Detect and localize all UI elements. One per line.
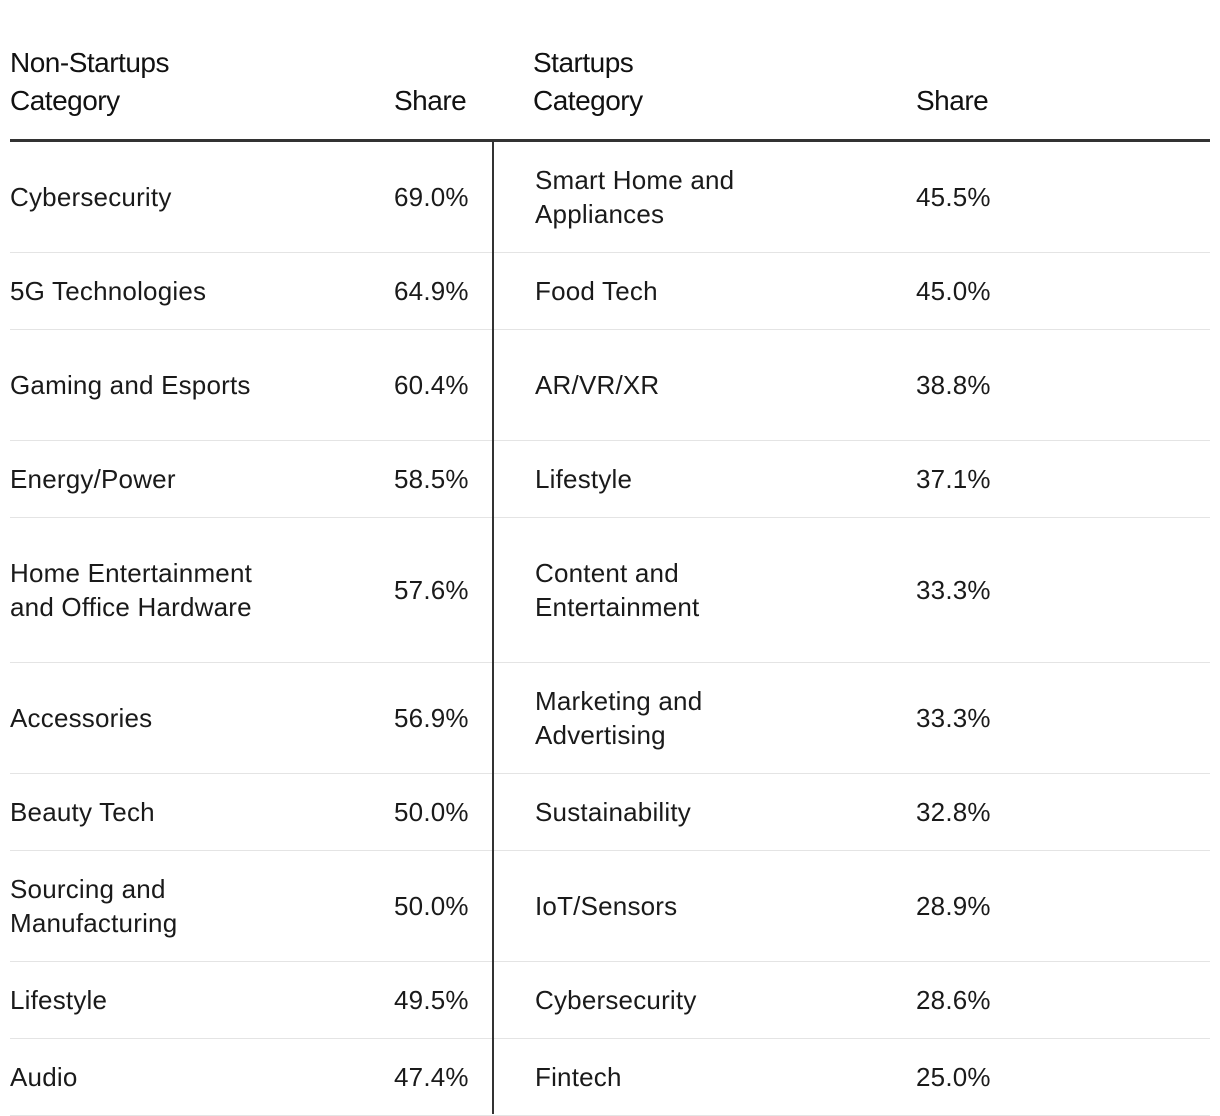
non-startups-category-cell: Gaming and Esports [10, 370, 251, 400]
table-row: Beauty Tech 50.0% Sustainability 32.8% [10, 774, 1210, 851]
column-divider [492, 142, 494, 1114]
startups-category-cell: Food Tech [535, 276, 658, 306]
non-startups-category-cell: Energy/Power [10, 464, 176, 494]
header-startups-share: Share [916, 85, 989, 116]
startups-category-cell: AR/VR/XR [535, 370, 660, 400]
non-startups-category-cell: Accessories [10, 703, 153, 733]
startups-category-cell: Cybersecurity [535, 985, 697, 1015]
non-startups-share-cell: 49.5% [394, 985, 469, 1015]
non-startups-share-cell: 64.9% [394, 276, 469, 306]
startups-share-cell: 45.5% [916, 182, 991, 212]
startups-category-cell: Fintech [535, 1062, 622, 1092]
non-startups-category-cell: Sourcing and Manufacturing [10, 874, 178, 938]
non-startups-category-cell: Beauty Tech [10, 797, 155, 827]
table-header: Non-Startups Category Share Startups Cat… [10, 0, 1210, 142]
non-startups-category-cell: Home Entertainment and Office Hardware [10, 558, 253, 622]
startups-category-cell: Smart Home and Appliances [535, 165, 735, 229]
non-startups-category-cell: Lifestyle [10, 985, 108, 1015]
startups-share-cell: 33.3% [916, 575, 991, 605]
table-row: Gaming and Esports 60.4% AR/VR/XR 38.8% [10, 330, 1210, 441]
startups-share-cell: 28.9% [916, 891, 991, 921]
non-startups-share-cell: 56.9% [394, 703, 469, 733]
startups-share-cell: 25.0% [916, 1062, 991, 1092]
startups-share-cell: 32.8% [916, 797, 991, 827]
header-non-startups-share: Share [394, 85, 467, 116]
table-row: Cybersecurity 69.0% Smart Home and Applian… [10, 142, 1210, 253]
non-startups-category-cell: Audio [10, 1062, 78, 1092]
category-share-table: Non-Startups Category Share Startups Cat… [10, 0, 1210, 1116]
table-row: 5G Technologies 64.9% Food Tech 45.0% [10, 253, 1210, 330]
non-startups-share-cell: 57.6% [394, 575, 469, 605]
header-category-label: Category [10, 85, 120, 116]
non-startups-category-cell: Cybersecurity [10, 182, 172, 212]
non-startups-share-cell: 50.0% [394, 891, 469, 921]
table-row: Sourcing and Manufacturing 50.0% IoT/Senso… [10, 851, 1210, 962]
header-startups-label: Startups [533, 47, 634, 78]
table-row: Accessories 56.9% Marketing and Advertisin… [10, 663, 1210, 774]
non-startups-share-cell: 60.4% [394, 370, 469, 400]
startups-category-cell: Sustainability [535, 797, 691, 827]
non-startups-category-cell: 5G Technologies [10, 276, 207, 306]
startups-share-cell: 28.6% [916, 985, 991, 1015]
header-startups-category: Startups Category [533, 44, 643, 120]
non-startups-share-cell: 58.5% [394, 464, 469, 494]
startups-share-cell: 37.1% [916, 464, 991, 494]
table-row: Home Entertainment and Office Hardware 57… [10, 518, 1210, 663]
header-category-label: Category [533, 85, 643, 116]
header-non-startups-label: Non-Startups [10, 47, 169, 78]
startups-category-cell: Lifestyle [535, 464, 633, 494]
startups-share-cell: 33.3% [916, 703, 991, 733]
non-startups-share-cell: 50.0% [394, 797, 469, 827]
startups-category-cell: Marketing and Advertising [535, 686, 703, 750]
startups-share-cell: 45.0% [916, 276, 991, 306]
table-row: Lifestyle 49.5% Cybersecurity 28.6% [10, 962, 1210, 1039]
table-body: Cybersecurity 69.0% Smart Home and Applian… [10, 142, 1210, 1116]
non-startups-share-cell: 69.0% [394, 182, 469, 212]
startups-category-cell: IoT/Sensors [535, 891, 678, 921]
startups-share-cell: 38.8% [916, 370, 991, 400]
table-row: Audio 47.4% Fintech 25.0% [10, 1039, 1210, 1116]
startups-category-cell: Content and Entertainment [535, 558, 700, 622]
non-startups-share-cell: 47.4% [394, 1062, 469, 1092]
table-row: Energy/Power 58.5% Lifestyle 37.1% [10, 441, 1210, 518]
header-non-startups-category: Non-Startups Category [10, 44, 169, 120]
